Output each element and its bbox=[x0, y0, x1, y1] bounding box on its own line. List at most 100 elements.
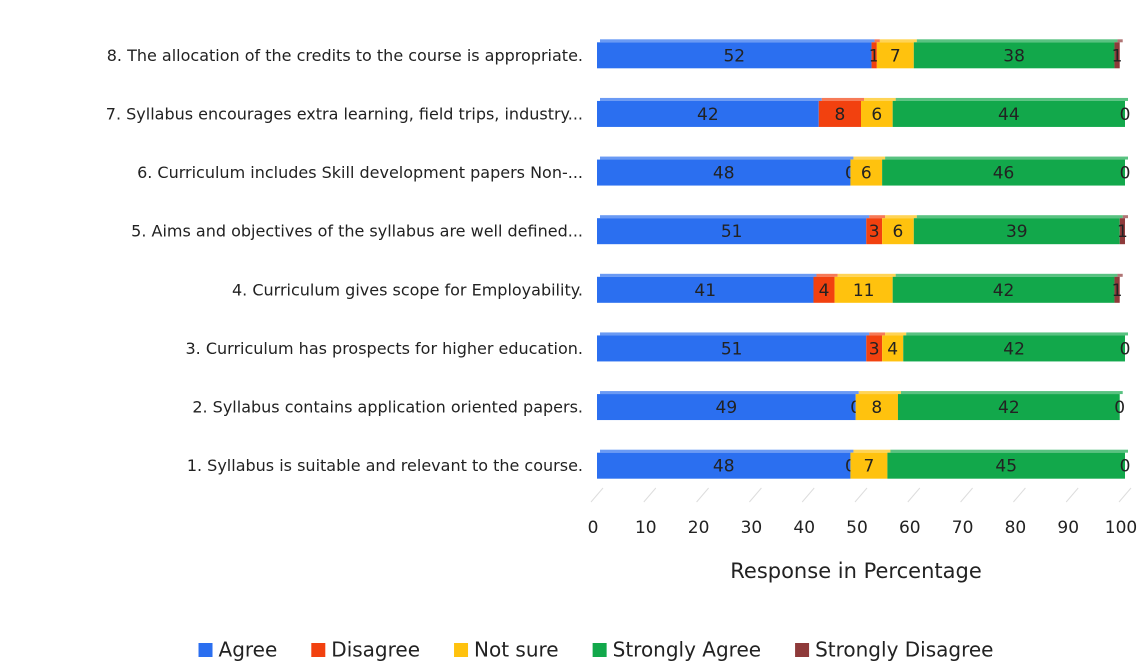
data-label: 6 bbox=[861, 164, 872, 184]
bar-top bbox=[600, 215, 870, 219]
y-tick-label: 7. Syllabus encourages extra learning, f… bbox=[106, 104, 583, 123]
data-label: 11 bbox=[853, 281, 875, 301]
bar-segment bbox=[913, 42, 1115, 69]
y-tick-label: 6. Curriculum includes Skill development… bbox=[137, 163, 583, 182]
bar-segment bbox=[882, 159, 1125, 186]
tick-floor bbox=[854, 487, 868, 503]
data-label: 49 bbox=[716, 398, 738, 418]
x-tick-label: 60 bbox=[899, 518, 921, 538]
data-label: 42 bbox=[993, 281, 1015, 301]
tick-floor bbox=[590, 487, 604, 503]
bar-top bbox=[858, 391, 901, 395]
bar-top bbox=[895, 273, 1118, 277]
bar-top bbox=[874, 39, 880, 43]
data-label: 7 bbox=[890, 46, 901, 66]
bar-segment bbox=[597, 452, 851, 479]
tick-floor bbox=[907, 487, 921, 503]
bar-top bbox=[1117, 273, 1123, 277]
data-label: 46 bbox=[993, 164, 1015, 184]
data-label: 45 bbox=[995, 457, 1017, 477]
bar-top bbox=[916, 39, 1118, 43]
data-label: 44 bbox=[998, 105, 1020, 125]
bar-segment bbox=[1114, 276, 1120, 303]
data-label: 48 bbox=[713, 457, 735, 477]
tick-floor bbox=[1118, 487, 1132, 503]
data-label: 8 bbox=[834, 105, 845, 125]
x-tick-label: 40 bbox=[793, 518, 815, 538]
legend-label: Not sure bbox=[474, 638, 559, 662]
data-label: 1 bbox=[1112, 281, 1123, 301]
tick-floor bbox=[1013, 487, 1026, 503]
bar-segment bbox=[892, 276, 1115, 303]
bar-segment bbox=[871, 42, 877, 69]
bar-top bbox=[906, 332, 1128, 336]
bar-segment bbox=[813, 276, 835, 303]
bar-segment bbox=[892, 100, 1125, 127]
legend-swatch bbox=[795, 643, 810, 657]
bar-segment bbox=[850, 159, 883, 186]
bar-top bbox=[1117, 39, 1123, 43]
x-tick-label: 0 bbox=[588, 518, 599, 538]
legend-label: Disagree bbox=[331, 638, 420, 662]
data-label: 3 bbox=[869, 222, 880, 242]
bar-segment bbox=[887, 452, 1125, 479]
bar-top bbox=[885, 156, 1128, 160]
bar-segment bbox=[913, 218, 1120, 245]
data-label: 6 bbox=[893, 222, 904, 242]
x-tick-label: 30 bbox=[741, 518, 763, 538]
tick-floor bbox=[749, 487, 762, 503]
bar-segment bbox=[818, 100, 861, 127]
legend-swatch bbox=[454, 643, 469, 657]
bar-segment bbox=[834, 276, 893, 303]
bar-segment bbox=[866, 335, 883, 362]
bar-top bbox=[853, 449, 891, 453]
bar-segment bbox=[903, 335, 1125, 362]
x-tick-label: 20 bbox=[688, 518, 710, 538]
bar-top bbox=[853, 156, 886, 160]
y-tick-label: 5. Aims and objectives of the syllabus a… bbox=[131, 222, 583, 241]
data-label: 0 bbox=[1114, 398, 1125, 418]
bar-top bbox=[816, 273, 838, 277]
bar-top bbox=[821, 97, 864, 101]
data-label: 42 bbox=[998, 398, 1020, 418]
bar-segment bbox=[597, 218, 867, 245]
data-label: 42 bbox=[697, 105, 719, 125]
data-label: 52 bbox=[723, 46, 745, 66]
data-label: 7 bbox=[864, 457, 875, 477]
legend-label: Strongly Agree bbox=[613, 638, 761, 662]
bar-top bbox=[600, 97, 822, 101]
y-tick-label: 2. Syllabus contains application oriente… bbox=[192, 398, 583, 417]
data-label: 42 bbox=[1003, 339, 1025, 359]
x-tick-label: 80 bbox=[1005, 518, 1027, 538]
data-label: 6 bbox=[871, 105, 882, 125]
tick-floor bbox=[696, 487, 709, 503]
bar-segment bbox=[1114, 42, 1120, 69]
bar-top bbox=[895, 97, 1128, 101]
tick-floor bbox=[960, 487, 973, 503]
bar-top bbox=[600, 156, 854, 160]
y-tick-label: 3. Curriculum has prospects for higher e… bbox=[186, 339, 584, 358]
bar-top bbox=[879, 39, 917, 43]
bar-segment bbox=[597, 100, 819, 127]
x-tick-label: 50 bbox=[846, 518, 868, 538]
x-tick-label: 100 bbox=[1105, 518, 1137, 538]
bar-top bbox=[869, 332, 886, 336]
x-tick-label: 90 bbox=[1057, 518, 1079, 538]
data-label: 8 bbox=[871, 398, 882, 418]
data-label: 48 bbox=[713, 164, 735, 184]
data-label: 39 bbox=[1006, 222, 1028, 242]
x-tick-label: 10 bbox=[635, 518, 657, 538]
tick-floor bbox=[643, 487, 657, 503]
bar-top bbox=[1122, 215, 1128, 219]
bar-top bbox=[869, 215, 886, 219]
bar-segment bbox=[882, 218, 914, 245]
data-label: 3 bbox=[869, 339, 880, 359]
bar-segment bbox=[866, 218, 883, 245]
tick-floor bbox=[1065, 487, 1079, 503]
bar-segment bbox=[861, 100, 893, 127]
bar-segment bbox=[855, 394, 898, 421]
data-label: 4 bbox=[819, 281, 830, 301]
x-tick-label: 70 bbox=[952, 518, 974, 538]
data-label: 38 bbox=[1003, 46, 1025, 66]
